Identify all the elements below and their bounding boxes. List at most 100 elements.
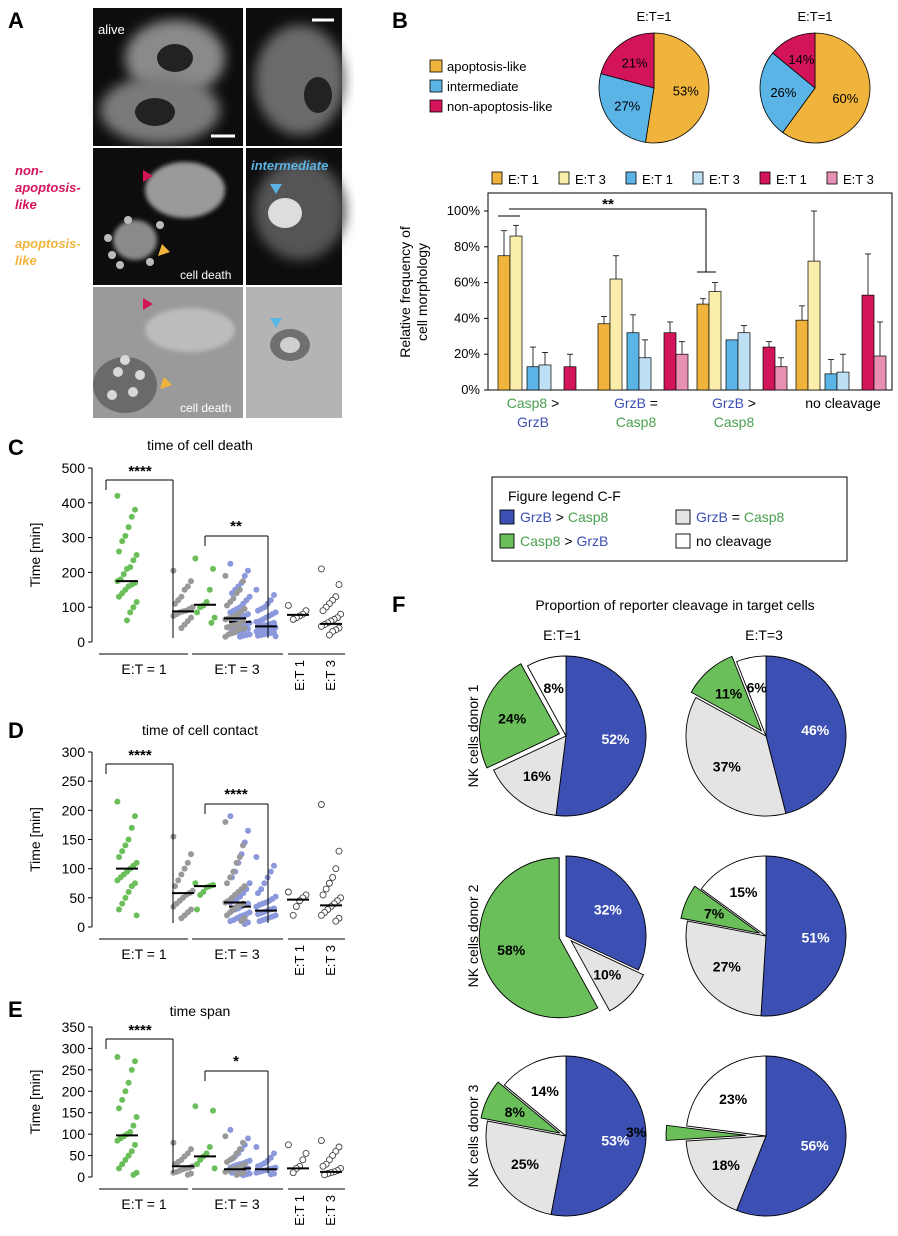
arrowhead-nonapop [143,170,153,182]
data-dot [210,565,216,572]
data-dot [233,1171,240,1178]
y-axis-label: Time [min] [27,807,43,872]
legend-cf-part: GrzB [576,533,608,549]
legend-cf-label: GrzB = Casp8 [696,509,785,525]
pie-b2-label: 26% [770,85,796,100]
bar [824,373,838,391]
data-dot [245,827,251,834]
x-group-label: E:T 1 [292,945,307,976]
y-tick-label: 200 [62,1083,86,1099]
data-dot [319,607,327,615]
data-dot [122,842,129,849]
y-tick-label: 500 [62,460,86,476]
arrowhead-nonapop [143,298,153,310]
data-dot [332,917,340,925]
group-sep: = [646,395,658,411]
data-dot [194,906,200,913]
bar [497,255,511,391]
bar [762,346,776,391]
nonapop-label: non- [15,163,43,178]
data-dot [238,918,245,925]
blebs [124,216,132,224]
x-group-label: E:T 3 [323,945,338,976]
data-dot [325,879,333,887]
data-dot [227,813,234,820]
pie-f-r2c1-slice-grzb [565,855,647,971]
row-label: NK cells donor 2 [465,884,481,987]
pie-f-r1c2-label-casp: 11% [715,686,743,702]
legend-cf-part: Casp8 [568,509,609,525]
data-dot [289,615,297,623]
data-dot [302,1149,310,1157]
y-tick-label: 100 [62,861,86,877]
data-dot [125,1079,132,1086]
bar [626,332,640,391]
pie-f-r2c2-slice-grzb [760,855,847,1017]
legend-cf-swatch [499,533,515,549]
blebs [107,390,117,400]
pie-f-r1c2-label-eq: 37% [713,758,742,774]
data-dot [317,801,325,808]
x-group-label: E:T = 1 [121,661,166,677]
alive-label: alive [98,22,125,37]
y-tick-label: 350 [62,1019,86,1035]
pie-b1-label: 53% [673,83,699,98]
data-dot [181,586,188,593]
sig-label: * [233,1053,239,1070]
sig-label: **** [128,747,152,764]
cell-shape [93,357,157,413]
data-dot [122,1088,129,1095]
pie-f-r1c2-label-grzb: 46% [801,722,830,738]
data-dot [271,592,277,599]
bar [725,339,739,391]
y-tick-label: 0% [461,382,480,397]
nonapop-label: apoptosis- [15,180,81,195]
legend-swatch [429,59,443,73]
pie-b2-slice [782,32,871,144]
legend-cf-part: GrzB [520,509,552,525]
data-dot [255,607,261,614]
group-label: Casp8 [616,414,657,430]
data-dot [130,1122,137,1129]
legend-cf-label: no cleavage [696,533,772,549]
data-dot [222,616,229,623]
pie-b1-slice [600,32,655,89]
pie-title: E:T=1 [636,9,671,24]
data-dot [233,590,240,597]
arrowhead-apop [160,377,172,389]
pie-b1-slice [598,73,655,143]
data-dot [253,1169,260,1176]
sig-label: **** [128,1022,152,1039]
bar-legend-swatch [558,171,570,185]
data-dot [317,911,325,919]
bar [696,303,710,391]
data-dot [299,1156,307,1164]
row-label: NK cells donor 1 [465,684,481,787]
bar-legend-label: E:T 1 [508,172,539,187]
data-dot [211,1165,218,1172]
data-dot [233,1150,240,1157]
data-dot [224,1159,230,1165]
y-tick-label: 300 [62,1040,86,1056]
pie-f-r2c1-slice-casp [478,857,599,1019]
y-tick-label: 200 [62,564,86,580]
bar-chart-frame [487,192,893,391]
group-sep: > [744,395,756,411]
pie-f-r3c2-slice-eq [685,1135,767,1211]
data-dot [175,877,182,884]
pie-f-r2c2-label-casp: 7% [704,906,725,922]
sig-label: ** [602,196,614,213]
y-tick-label: 60% [454,275,480,290]
pie-f-r1c2-slice-casp [690,655,763,732]
bar [795,319,809,391]
data-dot [119,1096,126,1103]
data-dot [253,903,260,910]
data-dot [128,1066,135,1073]
group-label: no cleavage [805,395,881,411]
legend-swatch [429,99,443,113]
bar [774,366,788,391]
data-dot [122,532,129,539]
data-dot [255,632,261,639]
nucleus [157,44,193,72]
data-dot [114,492,121,499]
